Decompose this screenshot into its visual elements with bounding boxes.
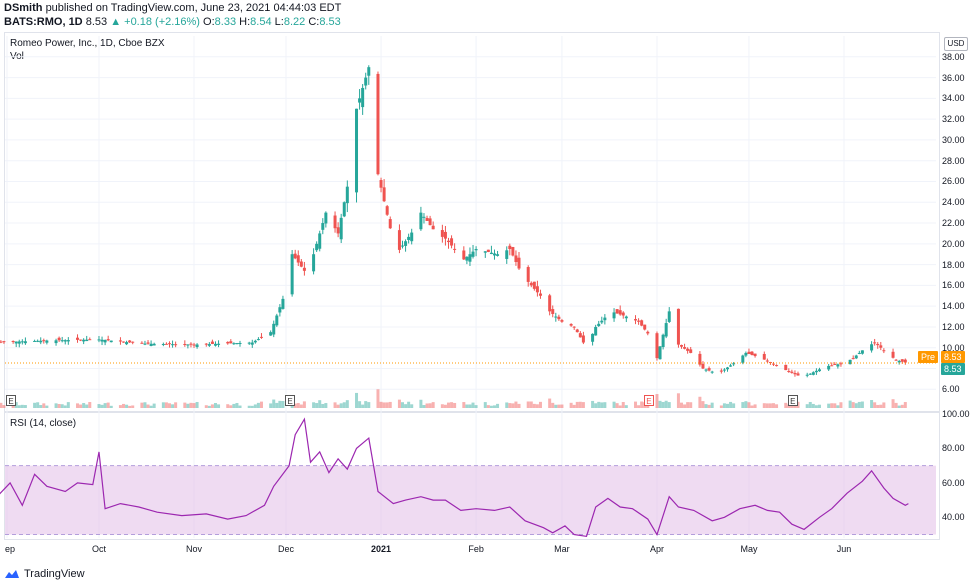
time-tick-label: ep [4, 544, 16, 554]
price-tick-label: 16.00 [942, 280, 965, 291]
rsi-tick-label: 40.00 [942, 512, 965, 523]
price-tick-label: 6.00 [942, 384, 960, 395]
price-tick-label: 32.00 [942, 114, 965, 125]
currency-label[interactable]: USD [944, 37, 968, 51]
price-tick-label: 14.00 [942, 301, 965, 312]
last-price-tag: 8.53 [941, 363, 965, 375]
price-tick-label: 24.00 [942, 197, 965, 208]
time-tick-label: Dec [277, 544, 295, 554]
price-tick-label: 20.00 [942, 238, 965, 249]
rsi-tick-label: 60.00 [942, 477, 965, 488]
time-tick-label: Feb [468, 544, 484, 554]
author-name[interactable]: DSmith [4, 2, 43, 14]
time-tick-label: Apr [649, 544, 664, 554]
low-label: L: [274, 16, 284, 28]
price-tick-label: 38.00 [942, 51, 965, 62]
time-tick-label: Oct [91, 544, 106, 554]
pre-price-tag: 8.53 [941, 351, 965, 363]
time-tick-label: Mar [554, 544, 570, 554]
up-arrow-icon: ▲ [110, 16, 122, 28]
price-tick-label: 10.00 [942, 342, 965, 353]
price-tick-label: 18.00 [942, 259, 965, 270]
time-tick-label: Nov [186, 544, 203, 554]
symbol-label: BATS:RMO, 1D [4, 16, 83, 28]
price-tick-label: 36.00 [942, 72, 965, 83]
price-change: +0.18 (+2.16%) [124, 16, 200, 28]
rsi-legend: RSI (14, close) [10, 418, 77, 429]
pre-market-tag: Pre [918, 351, 939, 363]
close-value: 8.53 [319, 16, 341, 28]
rsi-tick-label: 100.00 [942, 409, 970, 419]
rsi-tick-label: 80.00 [942, 443, 965, 454]
chart-title: Romeo Power, Inc., 1D, Cboe BZX [10, 38, 165, 49]
publish-text: published on TradingView.com, June 23, 2… [45, 2, 342, 14]
earnings-marker[interactable]: E [285, 395, 295, 406]
earnings-marker[interactable]: E [643, 395, 654, 406]
time-tick-label: May [740, 544, 758, 554]
publish-info: DSmith published on TradingView.com, Jun… [4, 2, 341, 15]
price-tick-label: 12.00 [942, 321, 965, 332]
price-tick-label: 30.00 [942, 134, 965, 145]
high-value: 8.54 [250, 16, 272, 28]
price-tick-label: 22.00 [942, 218, 965, 229]
earnings-marker[interactable]: E [787, 395, 798, 406]
symbol-info: BATS:RMO, 1D 8.53 ▲ +0.18 (+2.16%) O:8.3… [4, 16, 341, 29]
tradingview-logo-text: TradingView [24, 568, 85, 580]
price-pane[interactable] [4, 32, 940, 412]
volume-legend: Vol [10, 51, 24, 62]
candle-body [0, 341, 3, 343]
price-tick-label: 28.00 [942, 155, 965, 166]
low-value: 8.22 [283, 16, 306, 28]
close-label: C: [308, 16, 320, 28]
tradingview-logo[interactable]: TradingView [4, 568, 85, 580]
last-price: 8.53 [85, 16, 108, 28]
tradingview-logo-icon [5, 570, 19, 578]
price-tick-label: 34.00 [942, 93, 965, 104]
volume-bar [0, 402, 3, 408]
rsi-pane[interactable] [4, 412, 940, 540]
time-tick-label: Jun [836, 544, 852, 554]
pre-price-value: 8.53 [944, 352, 962, 362]
open-value: 8.33 [214, 16, 237, 28]
high-label: H: [239, 16, 251, 28]
earnings-marker[interactable]: E [6, 395, 16, 406]
open-label: O: [203, 16, 215, 28]
last-price-value: 8.53 [944, 364, 962, 374]
time-tick-label: 2021 [371, 544, 392, 554]
pre-label: Pre [921, 352, 936, 362]
price-tick-label: 26.00 [942, 176, 965, 187]
